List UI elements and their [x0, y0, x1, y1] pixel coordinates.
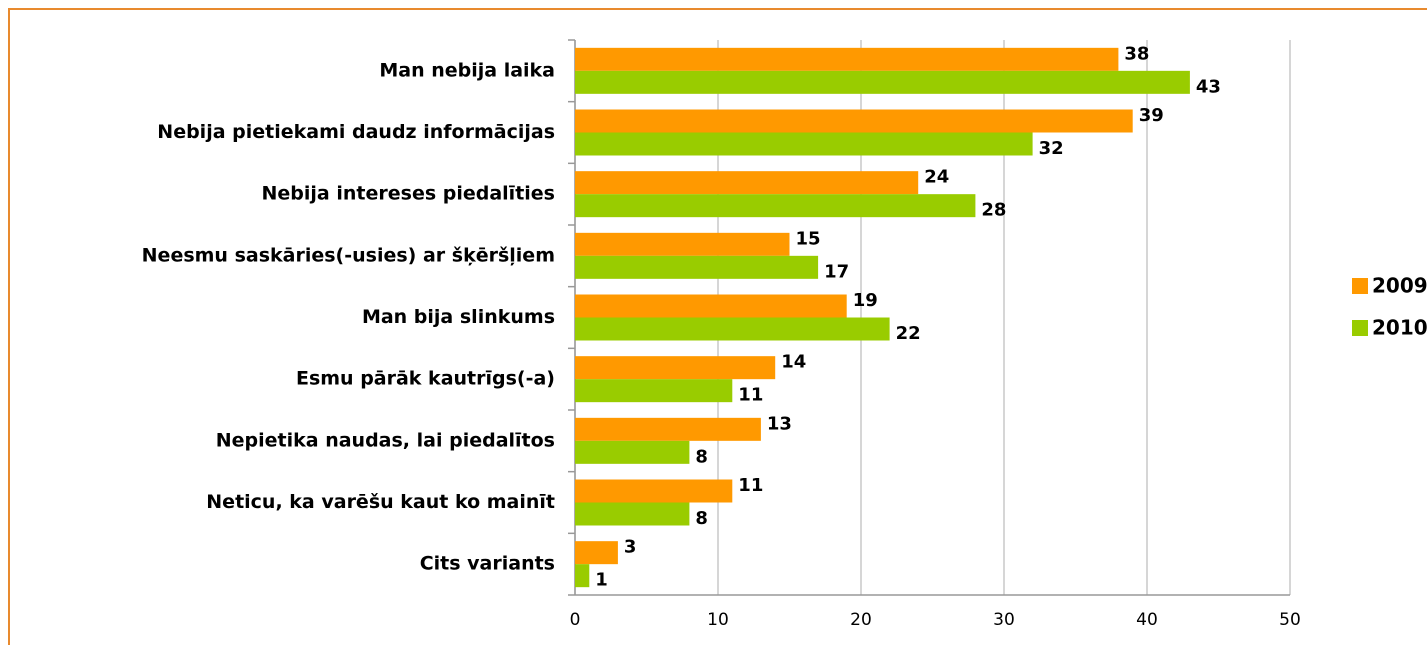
- data-label: 8: [695, 508, 708, 529]
- bar: [575, 479, 733, 503]
- data-label: 14: [781, 352, 806, 373]
- bar: [575, 502, 690, 526]
- data-label: 11: [738, 385, 763, 406]
- x-tick-label: 50: [1279, 610, 1301, 630]
- bar: [575, 294, 847, 318]
- data-label: 15: [796, 228, 821, 249]
- data-label: 24: [924, 167, 949, 188]
- bar: [575, 564, 590, 588]
- data-label: 43: [1196, 76, 1221, 97]
- x-tick-label: 40: [1136, 610, 1158, 630]
- x-tick-label: 0: [570, 610, 581, 630]
- data-label: 19: [853, 290, 878, 311]
- data-label: 22: [896, 323, 921, 344]
- y-tick-label: Nepietika naudas, lai piedalītos: [216, 429, 555, 451]
- bar: [575, 194, 976, 218]
- x-tick-label: 10: [707, 610, 729, 630]
- bar: [575, 541, 618, 565]
- data-label: 3: [624, 537, 637, 558]
- data-label: 8: [695, 446, 708, 467]
- y-tick-label: Cits variants: [420, 553, 555, 575]
- legend-swatch: [1352, 278, 1368, 294]
- data-label: 11: [738, 475, 763, 496]
- bar: [575, 440, 690, 464]
- y-tick-label: Neesmu saskāries(-usies) ar šķēršļiem: [142, 244, 555, 266]
- data-label: 28: [981, 200, 1006, 221]
- y-tick-label: Man bija slinkums: [362, 306, 555, 328]
- bar: [575, 47, 1119, 71]
- legend-label: 2010: [1372, 316, 1427, 340]
- bar: [575, 171, 919, 195]
- y-tick-label: Man nebija laika: [379, 59, 555, 81]
- y-tick-label: Neticu, ka varēšu kaut ko mainīt: [206, 491, 555, 513]
- y-tick-label: Nebija intereses piedalīties: [262, 183, 555, 205]
- bar: [575, 132, 1033, 156]
- data-label: 39: [1139, 105, 1164, 126]
- bar: [575, 109, 1133, 133]
- data-label: 32: [1039, 138, 1064, 159]
- data-label: 38: [1124, 43, 1149, 64]
- bar: [575, 232, 790, 256]
- data-label: 17: [824, 261, 849, 282]
- bar: [575, 317, 890, 341]
- legend-swatch: [1352, 320, 1368, 336]
- bar: [575, 417, 761, 441]
- legend-label: 2009: [1372, 274, 1427, 298]
- y-tick-label: Esmu pārāk kautrīgs(-a): [296, 368, 555, 390]
- x-tick-label: 30: [993, 610, 1015, 630]
- bar: [575, 379, 733, 403]
- data-label: 1: [595, 570, 608, 591]
- bar: [575, 255, 819, 279]
- data-label: 13: [767, 413, 792, 434]
- y-tick-label: Nebija pietiekami daudz informācijas: [157, 121, 555, 143]
- bar: [575, 356, 776, 380]
- x-tick-label: 20: [850, 610, 872, 630]
- bar: [575, 70, 1190, 94]
